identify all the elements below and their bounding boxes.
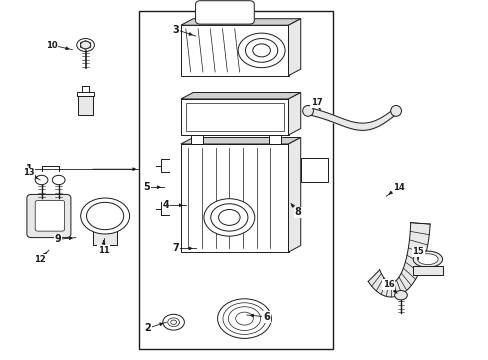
Ellipse shape bbox=[412, 251, 442, 267]
FancyBboxPatch shape bbox=[195, 1, 254, 24]
Polygon shape bbox=[181, 19, 300, 25]
Circle shape bbox=[223, 303, 265, 334]
Text: 14: 14 bbox=[392, 183, 404, 192]
Text: 12: 12 bbox=[34, 255, 46, 264]
Circle shape bbox=[81, 41, 90, 49]
Text: 7: 7 bbox=[172, 243, 179, 253]
Circle shape bbox=[167, 318, 179, 327]
Polygon shape bbox=[367, 222, 429, 297]
Bar bbox=[139, 11, 332, 349]
Bar bbox=[190, 135, 203, 144]
Circle shape bbox=[52, 175, 65, 185]
Polygon shape bbox=[288, 93, 300, 135]
Circle shape bbox=[394, 291, 407, 300]
Polygon shape bbox=[288, 19, 300, 76]
Polygon shape bbox=[288, 138, 300, 252]
Circle shape bbox=[238, 33, 285, 68]
Ellipse shape bbox=[92, 203, 118, 229]
Bar bbox=[300, 158, 327, 182]
Text: 8: 8 bbox=[294, 207, 301, 217]
Bar bbox=[268, 135, 281, 144]
Polygon shape bbox=[181, 138, 300, 144]
Text: 10: 10 bbox=[45, 40, 57, 49]
Text: 17: 17 bbox=[310, 98, 322, 107]
Circle shape bbox=[252, 44, 270, 57]
Text: 3: 3 bbox=[172, 24, 179, 35]
FancyBboxPatch shape bbox=[27, 194, 71, 238]
Ellipse shape bbox=[390, 105, 401, 116]
Text: 16: 16 bbox=[382, 280, 394, 289]
Text: 13: 13 bbox=[22, 168, 34, 177]
Circle shape bbox=[86, 202, 123, 230]
Circle shape bbox=[81, 198, 129, 234]
Text: 2: 2 bbox=[144, 323, 151, 333]
Polygon shape bbox=[181, 93, 300, 99]
Text: 5: 5 bbox=[143, 182, 150, 192]
Circle shape bbox=[210, 204, 247, 231]
Text: 1: 1 bbox=[26, 164, 33, 174]
Text: 9: 9 bbox=[54, 234, 61, 244]
Bar bbox=[181, 25, 288, 76]
Circle shape bbox=[228, 307, 260, 330]
Circle shape bbox=[235, 312, 253, 325]
Bar bbox=[78, 95, 93, 115]
Circle shape bbox=[170, 320, 176, 324]
Ellipse shape bbox=[417, 254, 437, 265]
Text: 11: 11 bbox=[98, 246, 109, 255]
Text: 15: 15 bbox=[411, 247, 423, 256]
Bar bbox=[77, 92, 94, 96]
Circle shape bbox=[217, 299, 271, 338]
Circle shape bbox=[218, 210, 240, 225]
Circle shape bbox=[77, 39, 94, 51]
Bar bbox=[412, 266, 442, 275]
Circle shape bbox=[35, 175, 48, 185]
Circle shape bbox=[203, 199, 254, 236]
Ellipse shape bbox=[302, 105, 313, 116]
Bar bbox=[181, 99, 288, 135]
Text: 6: 6 bbox=[263, 312, 269, 322]
Bar bbox=[185, 103, 283, 131]
FancyBboxPatch shape bbox=[35, 201, 64, 231]
Bar bbox=[93, 230, 117, 245]
Polygon shape bbox=[81, 41, 90, 49]
Text: 4: 4 bbox=[163, 200, 169, 210]
Circle shape bbox=[163, 314, 184, 330]
Circle shape bbox=[245, 39, 277, 62]
Bar bbox=[181, 144, 288, 252]
